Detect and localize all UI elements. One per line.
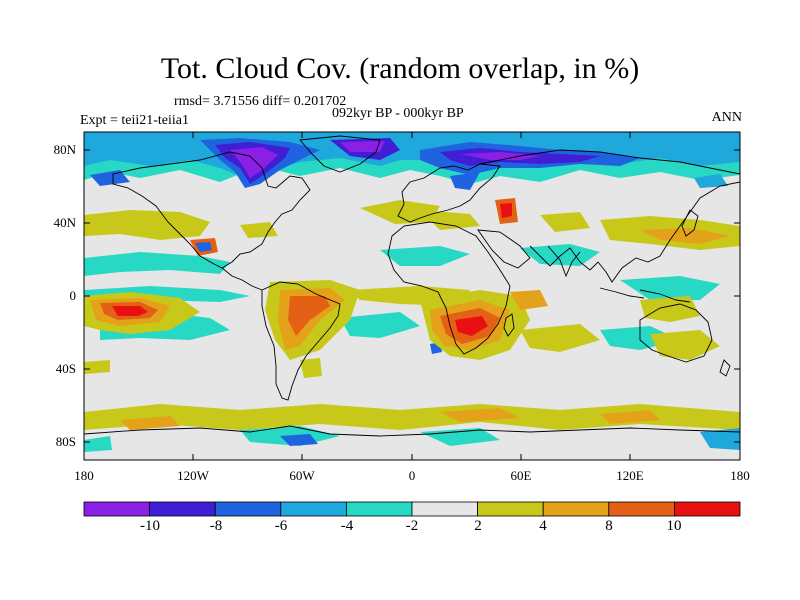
colorbar-label: -2	[405, 518, 419, 534]
lon-label-60e: 60E	[510, 468, 532, 483]
colorbar-box	[83, 501, 150, 517]
lat-label-80s: 80S	[55, 434, 76, 449]
lat-label-0: 0	[69, 288, 77, 303]
arctic-negative-band	[84, 132, 740, 190]
coast-arabia	[477, 229, 531, 269]
colorbar-label: -4	[340, 518, 354, 534]
colorbar-label: -6	[274, 518, 288, 534]
lon-label-120w: 120W	[177, 468, 209, 483]
axis-ticks	[83, 132, 741, 460]
coast-new-zealand	[719, 359, 731, 377]
southern-ocean-anomalies	[84, 404, 740, 460]
colorbar-label: 2	[474, 518, 482, 534]
coast-indonesia	[599, 287, 691, 303]
colorbar-box	[280, 501, 347, 517]
colorbar-box	[542, 501, 610, 517]
colorbar-box	[411, 501, 478, 517]
colorbar-box	[214, 501, 282, 517]
coast-africa	[387, 221, 511, 355]
colorbar-label: 8	[605, 518, 613, 534]
lat-label-80n: 80N	[53, 142, 76, 157]
colorbar-label: 10	[666, 518, 682, 534]
stats-label: rmsd= 3.71556 diff= 0.201702	[174, 94, 347, 109]
coast-madagascar	[503, 313, 515, 337]
lat-label-40s: 40S	[55, 361, 76, 376]
coast-central-america	[221, 267, 263, 291]
coastlines	[84, 135, 740, 437]
colorbar-box	[608, 501, 675, 517]
coast-europe	[397, 163, 501, 223]
lon-label-180e: 180	[730, 468, 750, 483]
colorbar-box	[149, 501, 216, 517]
colorbar-label: -10	[140, 518, 160, 534]
colorbar-box	[477, 501, 544, 517]
coast-south-america	[261, 281, 341, 401]
coast-antarctica	[84, 425, 740, 437]
lat-label-40n: 40N	[53, 215, 76, 230]
tropical-positive-anomalies	[84, 280, 720, 378]
colorbar-label: 4	[539, 518, 547, 534]
colorbar-boxes	[83, 501, 741, 517]
lon-label-120e: 120E	[616, 468, 644, 483]
lon-label-0: 0	[408, 468, 416, 483]
colorbar-label: -8	[209, 518, 223, 534]
coast-greenland	[299, 135, 381, 173]
coast-australia	[639, 303, 713, 363]
coast-japan	[681, 209, 699, 237]
period-label: 092kyr BP - 000kyr BP	[332, 106, 464, 121]
colorbar-box	[345, 501, 413, 517]
lon-label-60w: 60W	[289, 468, 315, 483]
colorbar-box	[674, 501, 741, 517]
lon-label-180w: 180	[74, 468, 94, 483]
experiment-label: Expt = teii21-teiia1	[80, 113, 189, 128]
season-label: ANN	[711, 110, 742, 125]
coast-india	[547, 245, 581, 278]
coast-north-america	[112, 151, 311, 269]
chart-title: Tot. Cloud Cov. (random overlap, in %)	[160, 52, 640, 85]
